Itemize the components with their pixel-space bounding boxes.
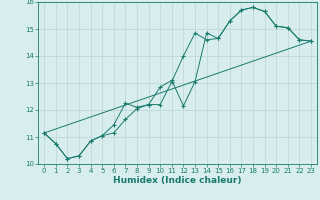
X-axis label: Humidex (Indice chaleur): Humidex (Indice chaleur) — [113, 176, 242, 185]
